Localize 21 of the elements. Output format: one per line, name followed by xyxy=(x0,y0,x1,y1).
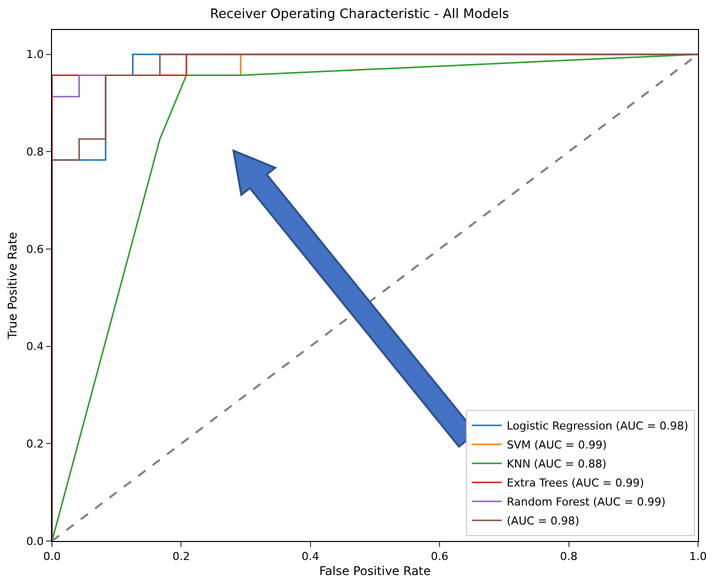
x-tick-label: 0.6 xyxy=(430,550,448,564)
legend-label: SVM (AUC = 0.99) xyxy=(506,438,607,452)
legend-label: Extra Trees (AUC = 0.99) xyxy=(506,476,644,490)
x-tick-label: 0.8 xyxy=(560,550,578,564)
y-axis-title: True Positive Rate xyxy=(6,232,20,340)
y-tick-label: 1.0 xyxy=(26,48,44,62)
legend-label: Logistic Regression (AUC = 0.98) xyxy=(506,420,688,433)
chart-title: Receiver Operating Characteristic - All Models xyxy=(210,6,510,22)
y-tick-label: 0.0 xyxy=(26,534,44,548)
y-tick-label: 0.8 xyxy=(26,146,44,159)
x-tick-label: 0.2 xyxy=(172,550,190,564)
legend-label: Random Forest (AUC = 0.99) xyxy=(506,496,666,509)
y-tick-label: 0.6 xyxy=(26,242,44,256)
x-tick-label: 0.0 xyxy=(43,550,61,564)
x-tick-label: 1.0 xyxy=(689,550,707,564)
x-tick-label: 0.4 xyxy=(302,550,320,564)
x-axis-title: False Positive Rate xyxy=(319,564,431,578)
legend-label: (AUC = 0.98) xyxy=(506,514,580,528)
y-tick-label: 0.4 xyxy=(26,340,44,354)
y-tick-label: 0.2 xyxy=(26,438,44,451)
legend-label: KNN (AUC = 0.88) xyxy=(506,458,606,471)
